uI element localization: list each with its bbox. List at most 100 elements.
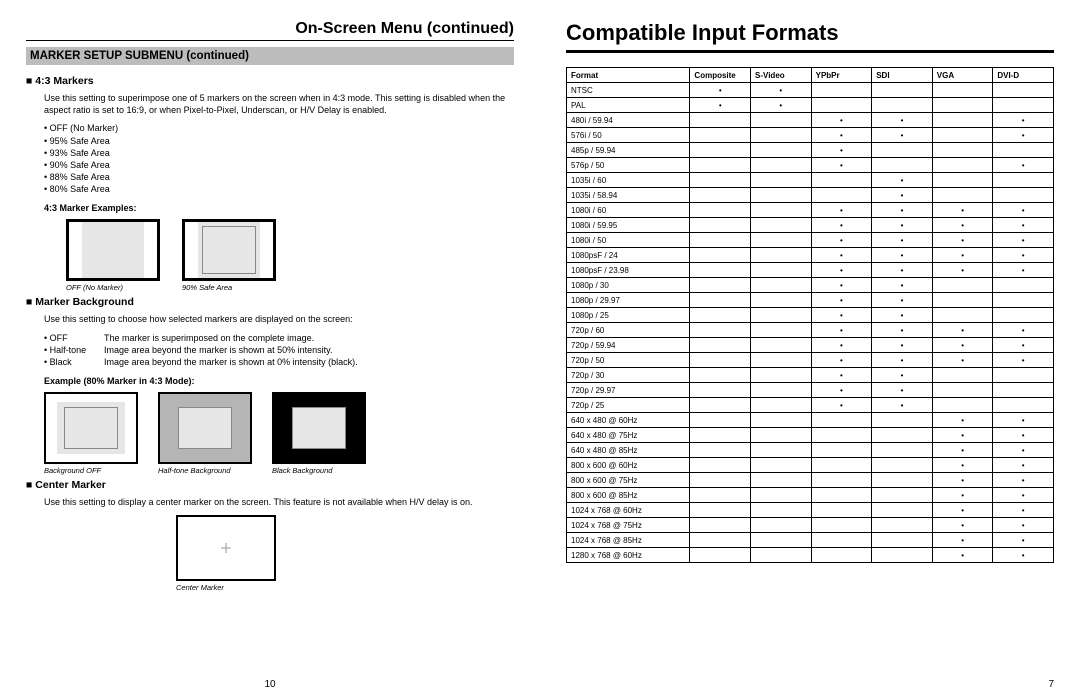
submenu-bar: MARKER SETUP SUBMENU (continued) xyxy=(26,47,514,65)
format-support-cell: • xyxy=(811,158,872,173)
format-support-cell xyxy=(751,473,812,488)
format-support-cell xyxy=(690,458,751,473)
table-row: 1035i / 58.94• xyxy=(567,188,1054,203)
format-support-cell xyxy=(872,143,933,158)
format-support-cell xyxy=(811,458,872,473)
format-support-cell xyxy=(751,143,812,158)
s2-defs: OFFThe marker is superimposed on the com… xyxy=(44,332,514,368)
format-support-cell xyxy=(751,368,812,383)
format-support-cell xyxy=(690,398,751,413)
format-support-cell xyxy=(690,518,751,533)
format-support-cell: • xyxy=(932,323,993,338)
table-row: 720p / 50•••• xyxy=(567,353,1054,368)
format-name: 1280 x 768 @ 60Hz xyxy=(567,548,690,563)
format-support-cell xyxy=(751,428,812,443)
format-support-cell: • xyxy=(993,503,1054,518)
format-support-cell xyxy=(690,443,751,458)
format-name: NTSC xyxy=(567,83,690,98)
format-support-cell xyxy=(751,413,812,428)
format-name: 1080psF / 23.98 xyxy=(567,263,690,278)
format-support-cell xyxy=(872,473,933,488)
format-support-cell xyxy=(751,233,812,248)
format-support-cell: • xyxy=(932,503,993,518)
format-name: 1080i / 59.95 xyxy=(567,218,690,233)
format-support-cell: • xyxy=(993,548,1054,563)
right-page: Compatible Input Formats FormatComposite… xyxy=(540,0,1080,698)
table-row: NTSC•• xyxy=(567,83,1054,98)
example-bg-half: Half-tone Background xyxy=(158,392,252,475)
table-header: S-Video xyxy=(751,68,812,83)
format-support-cell xyxy=(993,188,1054,203)
format-support-cell xyxy=(811,518,872,533)
format-support-cell: • xyxy=(872,188,933,203)
format-support-cell: • xyxy=(932,428,993,443)
format-name: 720p / 30 xyxy=(567,368,690,383)
format-support-cell xyxy=(751,113,812,128)
format-support-cell: • xyxy=(993,233,1054,248)
example-off: OFF (No Marker) xyxy=(66,219,160,292)
table-header: Composite xyxy=(690,68,751,83)
table-row: PAL•• xyxy=(567,98,1054,113)
format-support-cell xyxy=(751,518,812,533)
format-support-cell xyxy=(751,308,812,323)
format-name: PAL xyxy=(567,98,690,113)
format-support-cell: • xyxy=(993,203,1054,218)
example-90safe: 90% Safe Area xyxy=(182,219,276,292)
example-bg-off: Background OFF xyxy=(44,392,138,475)
def-val: Image area beyond the marker is shown at… xyxy=(104,344,332,356)
left-page: On-Screen Menu (continued) MARKER SETUP … xyxy=(0,0,540,698)
format-support-cell xyxy=(932,308,993,323)
table-header: VGA xyxy=(932,68,993,83)
format-support-cell: • xyxy=(872,173,933,188)
s1-title: 4:3 Markers xyxy=(26,75,514,87)
format-support-cell: • xyxy=(932,203,993,218)
format-support-cell xyxy=(872,548,933,563)
format-support-cell xyxy=(932,173,993,188)
table-row: 720p / 30•• xyxy=(567,368,1054,383)
format-support-cell xyxy=(690,533,751,548)
format-support-cell xyxy=(872,83,933,98)
example-caption: Center Marker xyxy=(176,583,514,592)
format-support-cell: • xyxy=(993,458,1054,473)
format-support-cell: • xyxy=(932,263,993,278)
format-support-cell: • xyxy=(811,113,872,128)
table-row: 1035i / 60• xyxy=(567,173,1054,188)
format-support-cell xyxy=(751,443,812,458)
format-support-cell xyxy=(751,293,812,308)
s1-examples-label: 4:3 Marker Examples: xyxy=(44,203,514,213)
format-support-cell xyxy=(690,113,751,128)
format-name: 1080p / 29.97 xyxy=(567,293,690,308)
format-support-cell: • xyxy=(872,323,933,338)
table-row: 1080i / 60•••• xyxy=(567,203,1054,218)
format-support-cell: • xyxy=(872,278,933,293)
format-name: 1080p / 30 xyxy=(567,278,690,293)
format-support-cell: • xyxy=(993,113,1054,128)
format-support-cell: • xyxy=(993,218,1054,233)
format-support-cell xyxy=(751,398,812,413)
s1-options: OFF (No Marker) 95% Safe Area 93% Safe A… xyxy=(44,122,514,195)
format-support-cell xyxy=(811,428,872,443)
format-name: 720p / 25 xyxy=(567,398,690,413)
format-support-cell xyxy=(811,503,872,518)
format-support-cell: • xyxy=(872,263,933,278)
format-support-cell: • xyxy=(932,518,993,533)
format-support-cell: • xyxy=(872,338,933,353)
list-item: 95% Safe Area xyxy=(44,135,514,147)
format-support-cell: • xyxy=(932,413,993,428)
format-name: 1080i / 60 xyxy=(567,203,690,218)
format-support-cell: • xyxy=(993,158,1054,173)
format-support-cell: • xyxy=(993,263,1054,278)
table-row: 1080p / 29.97•• xyxy=(567,293,1054,308)
format-name: 720p / 50 xyxy=(567,353,690,368)
format-support-cell xyxy=(932,98,993,113)
format-support-cell xyxy=(811,488,872,503)
format-support-cell xyxy=(932,158,993,173)
format-support-cell xyxy=(993,308,1054,323)
format-support-cell xyxy=(690,428,751,443)
format-support-cell xyxy=(932,398,993,413)
format-support-cell: • xyxy=(811,398,872,413)
format-name: 1024 x 768 @ 75Hz xyxy=(567,518,690,533)
table-header: Format xyxy=(567,68,690,83)
format-name: 576p / 50 xyxy=(567,158,690,173)
section-heading: On-Screen Menu (continued) xyxy=(26,20,514,41)
